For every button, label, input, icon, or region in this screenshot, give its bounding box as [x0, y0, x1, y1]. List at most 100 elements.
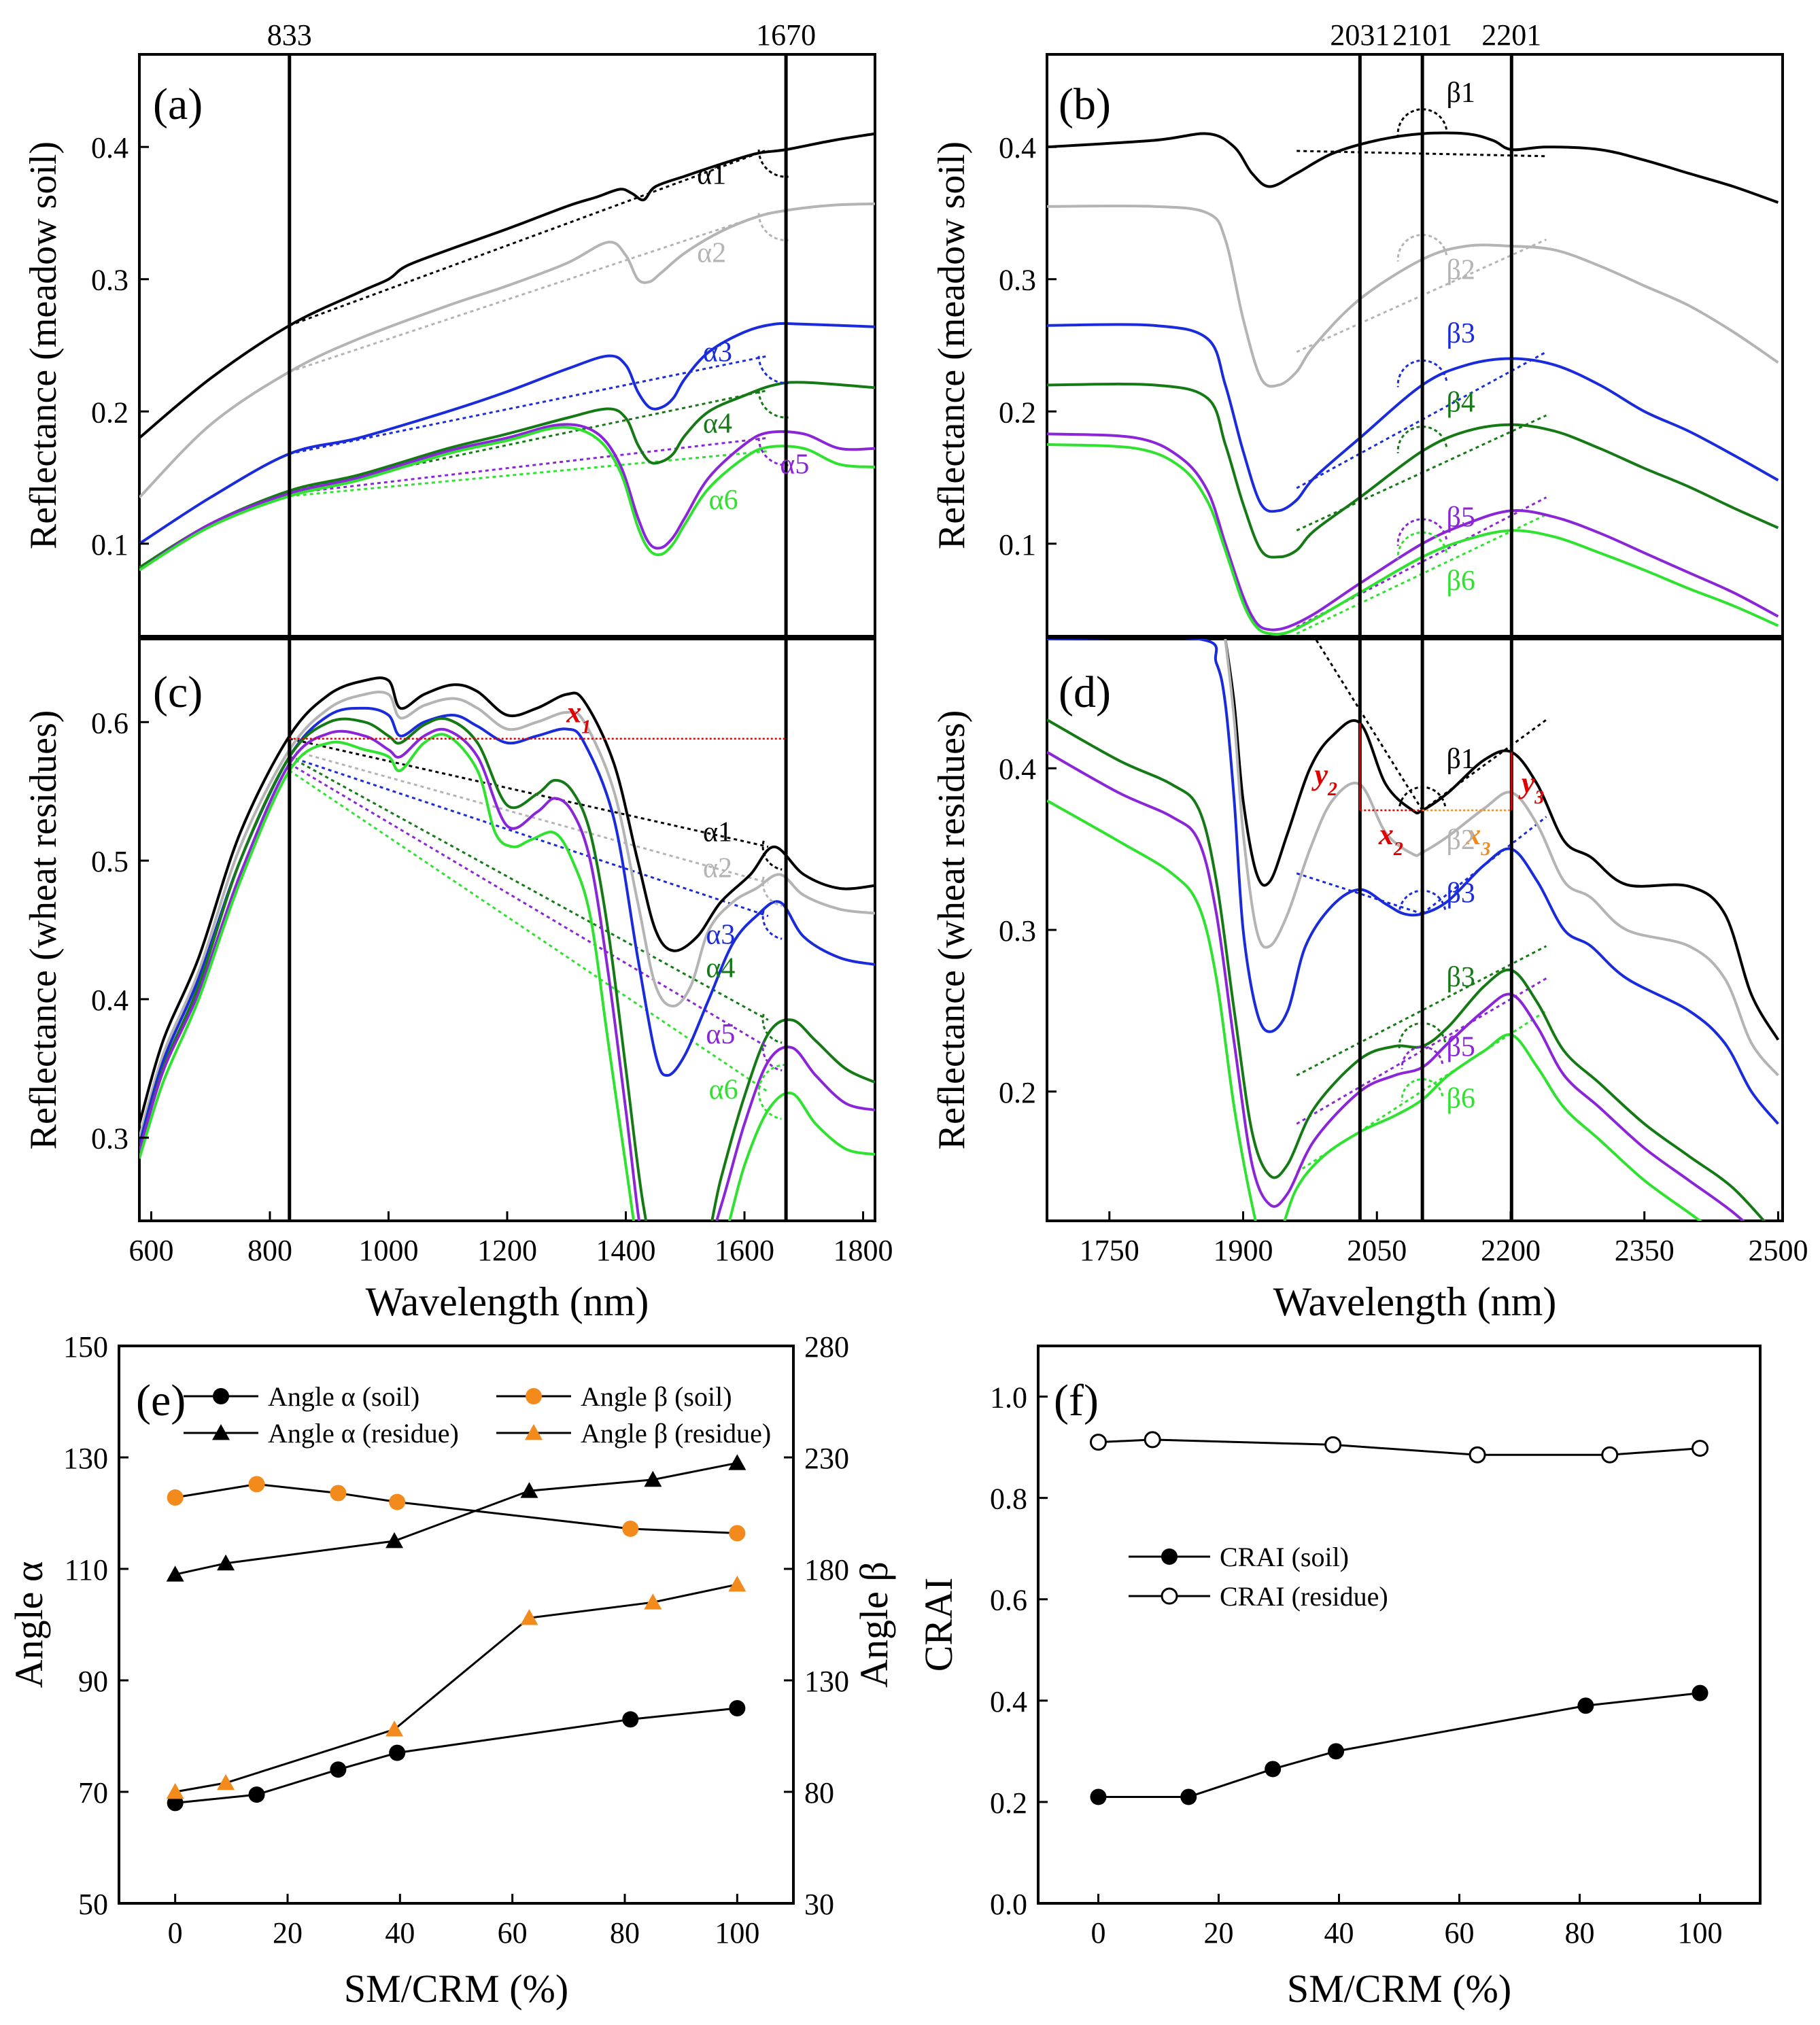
panel-e-marker — [330, 1761, 347, 1778]
panel-a-angle-label: α2 — [697, 237, 726, 269]
panel-a-series-1 — [139, 132, 875, 439]
panel-e-series-line — [175, 1483, 738, 1535]
panel-d-series-3 — [1047, 639, 1779, 1125]
panel-e-ytick-label-right: 230 — [804, 1442, 849, 1475]
panel-d-angle-arc — [1401, 1078, 1444, 1102]
panel-f-xtick-label: 100 — [1678, 1916, 1723, 1950]
panel-f-marker — [1692, 1684, 1709, 1701]
panel-e-ytick-label-right: 180 — [804, 1553, 849, 1587]
panel-e-label: (e) — [136, 1376, 186, 1425]
panel-e-legend-label: Angle α (residue) — [268, 1418, 459, 1449]
panel-f-marker — [1577, 1697, 1594, 1714]
panel-e-ytick-label-right: 30 — [804, 1888, 834, 1921]
panel-f-ytick-label: 1.0 — [990, 1381, 1027, 1415]
panel-f-marker — [1328, 1743, 1345, 1760]
panel-f-series-line — [1098, 1438, 1700, 1456]
panel-e-ytick-label-right: 80 — [804, 1776, 834, 1810]
panel-d-measure-subscript: 3 — [1534, 786, 1544, 808]
panel-f-marker — [1090, 1434, 1107, 1451]
panel-a-angle-label: α3 — [703, 336, 732, 368]
panel-a-angle-arc — [757, 356, 789, 385]
panel-e-ytick-label: 150 — [63, 1330, 108, 1364]
panel-f-ytick-label: 0.2 — [990, 1786, 1027, 1820]
panel-b-series-6 — [1047, 443, 1779, 636]
panel-c-label: (c) — [153, 668, 203, 717]
panel-f-marker — [1090, 1788, 1107, 1805]
panel-b-ylabel: Reflectance (meadow soil) — [931, 141, 973, 549]
panel-d-xtick-label: 2500 — [1748, 1234, 1808, 1267]
panel-e-marker — [166, 1565, 184, 1582]
panel-e-ytick-label: 90 — [78, 1665, 108, 1698]
panel-a-series-2 — [139, 202, 875, 499]
panel-e-marker — [728, 1575, 746, 1592]
panel-f-marker — [1324, 1436, 1342, 1453]
panel-c-angle-label: α5 — [706, 1019, 735, 1050]
panel-a-tangent-line — [289, 212, 769, 373]
panel-d-ylabel: Reflectance (wheat residues) — [931, 710, 973, 1150]
panel-b-angle-label: β2 — [1447, 255, 1475, 286]
panel-c-series-6 — [139, 733, 875, 1221]
panel-c-series-1 — [139, 676, 875, 1124]
panel-c-angle-label: α1 — [703, 817, 732, 848]
panel-e-marker — [217, 1554, 235, 1571]
panel-e-legend-marker — [212, 1424, 230, 1440]
panel-b-series-4 — [1047, 382, 1779, 559]
panel-c-angle-arc — [761, 910, 783, 940]
panel-f-legend-marker — [1161, 1548, 1178, 1565]
panel-a-tangent-line — [289, 450, 769, 498]
panel-b-angle-label: β3 — [1447, 318, 1475, 349]
panel-a-top-tick-label: 1670 — [756, 18, 816, 52]
panel-d-xtick-label: 1750 — [1080, 1234, 1139, 1267]
panel-a-ytick-label: 0.4 — [91, 131, 128, 165]
panel-b-angle-arc — [1396, 531, 1448, 559]
panel-e-ytick-label-right: 280 — [804, 1330, 849, 1364]
panel-a-ylabel: Reflectance (meadow soil) — [22, 141, 65, 549]
panel-e-ytick-label: 50 — [78, 1888, 108, 1921]
panel-e-xtick-label: 100 — [715, 1916, 759, 1950]
panel-c-angle-label: α6 — [709, 1075, 738, 1106]
panel-e-legend-label: Angle β (residue) — [581, 1418, 771, 1449]
panel-d-measure-label: y2 — [1311, 758, 1337, 800]
panel-c-tangent-line — [289, 755, 769, 918]
panel-a-plot — [139, 132, 875, 572]
panel-b-ytick-label: 0.1 — [999, 528, 1036, 561]
panel-d-xlabel: Wavelength (nm) — [1273, 1279, 1557, 1324]
panel-d-measure-subscript: 3 — [1480, 838, 1490, 859]
panel-d-tangent-line — [1314, 639, 1424, 811]
panel-f-marker — [1144, 1431, 1161, 1449]
panel-c-tangent-line — [288, 763, 769, 1049]
panel-e-marker — [728, 1454, 746, 1470]
panel-c-xtick-label: 800 — [247, 1234, 292, 1267]
panel-a-angle-arc — [757, 213, 789, 241]
panel-a-series-5 — [139, 423, 875, 572]
panel-c-xtick-label: 1800 — [834, 1234, 893, 1267]
panel-d-ytick-label: 0.2 — [999, 1076, 1036, 1109]
panel-e-xlabel: SM/CRM (%) — [344, 1967, 568, 2011]
panel-c-plot — [139, 676, 875, 1221]
panel-c-angle-arc — [761, 876, 783, 907]
panel-c-ylabel: Reflectance (wheat residues) — [22, 710, 65, 1150]
panel-d-angle-arc — [1401, 1045, 1444, 1069]
panel-a-ytick-label: 0.2 — [91, 396, 128, 429]
panel-f-xlabel: SM/CRM (%) — [1287, 1967, 1511, 2011]
panel-a-angle-label: α1 — [697, 160, 726, 191]
panel-e-ytick-label: 110 — [65, 1553, 108, 1587]
panel-c-ytick-label: 0.5 — [91, 845, 128, 878]
panel-e-ylabel: Angle α — [7, 1561, 51, 1689]
panel-f-xtick-label: 20 — [1204, 1916, 1234, 1950]
panel-e-xtick-label: 60 — [498, 1916, 528, 1950]
panel-f-ytick-label: 0.0 — [990, 1888, 1027, 1921]
panel-b-angle-arc — [1396, 234, 1448, 262]
panel-e-marker — [389, 1493, 406, 1510]
panel-d-tangent-line — [1422, 719, 1547, 812]
panel-d-series-5 — [1047, 750, 1745, 1221]
panel-f-marker — [1469, 1446, 1486, 1464]
panel-c-angle-label: α3 — [706, 919, 735, 950]
panel-d-plot — [1047, 639, 1780, 1221]
panel-c-angle-label: α2 — [703, 853, 732, 884]
panel-e-marker — [166, 1783, 184, 1799]
panel-f-frame — [1037, 1345, 1762, 1905]
panel-b-angle-arc — [1396, 108, 1448, 136]
panel-c-angle-arc — [761, 840, 783, 871]
panel-c-ytick-label: 0.4 — [91, 984, 128, 1017]
